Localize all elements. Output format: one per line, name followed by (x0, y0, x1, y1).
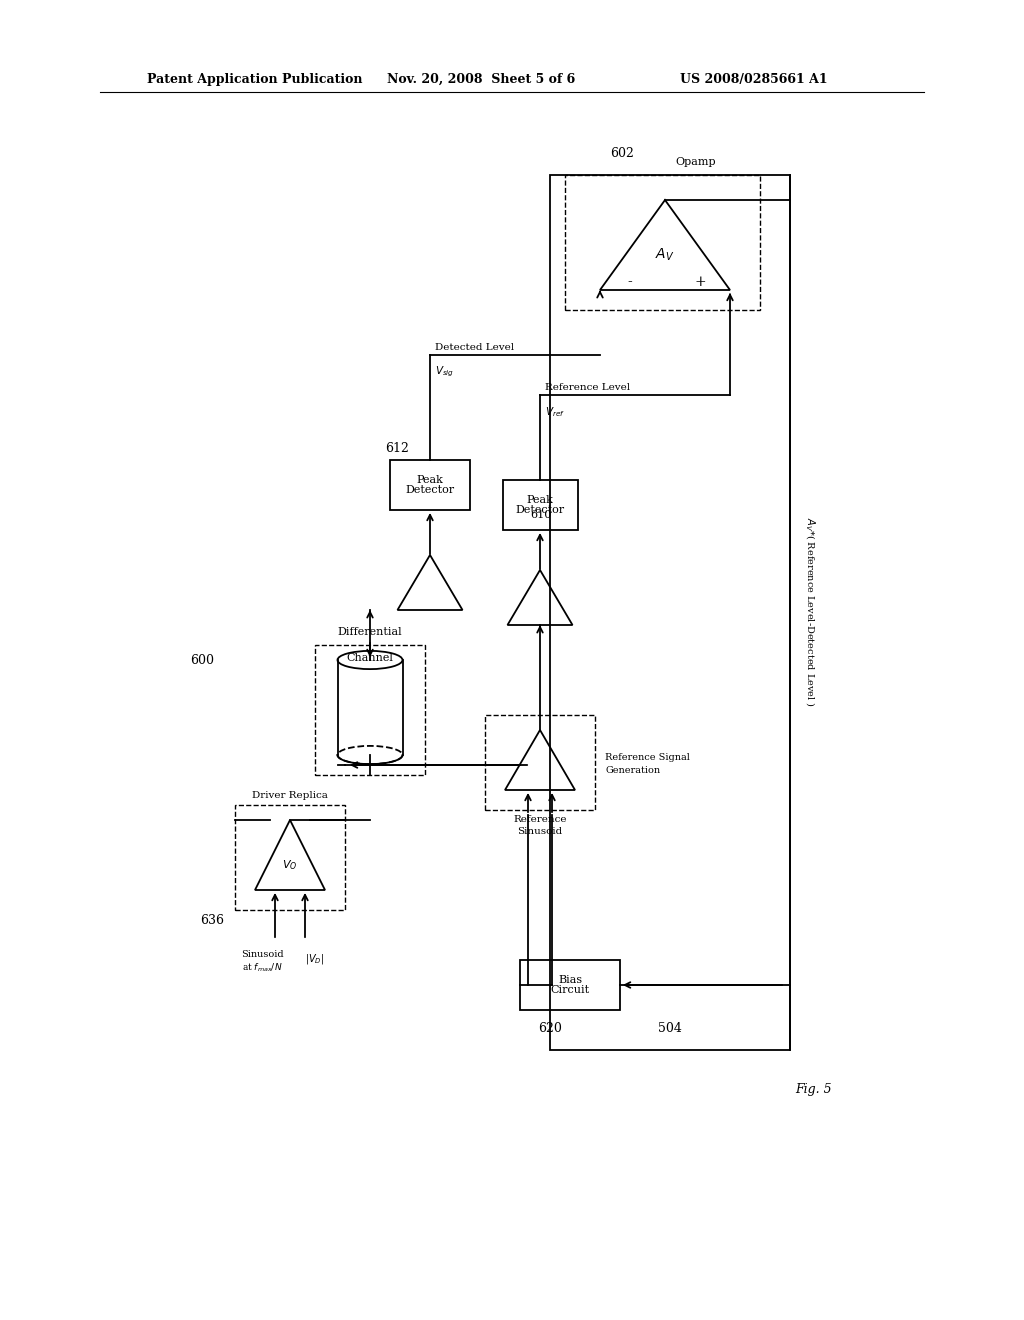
Text: 600: 600 (190, 653, 214, 667)
Text: $V_O$: $V_O$ (283, 858, 298, 873)
Text: 504: 504 (658, 1022, 682, 1035)
Text: $|V_D|$: $|V_D|$ (305, 952, 325, 966)
Text: Peak: Peak (526, 495, 553, 506)
Text: Generation: Generation (605, 766, 660, 775)
Text: 620: 620 (538, 1022, 562, 1035)
Text: 612: 612 (385, 442, 409, 455)
Text: Sinusoid: Sinusoid (241, 950, 284, 960)
Text: Fig. 5: Fig. 5 (795, 1084, 831, 1097)
Text: $V_{ref}$: $V_{ref}$ (545, 405, 565, 418)
Bar (485, 715, 595, 810)
Text: $V_{sig}$: $V_{sig}$ (435, 366, 455, 379)
Text: Patent Application Publication: Patent Application Publication (147, 73, 362, 86)
Bar (315, 645, 425, 775)
Text: Reference: Reference (513, 814, 566, 824)
Text: 610: 610 (530, 510, 551, 520)
Text: +: + (694, 275, 706, 289)
Bar (390, 459, 470, 510)
Text: Detected Level: Detected Level (435, 343, 514, 352)
Text: Circuit: Circuit (551, 985, 590, 995)
Bar (550, 176, 790, 1049)
Text: Reference Signal: Reference Signal (605, 752, 690, 762)
Text: 602: 602 (610, 147, 634, 160)
Text: $A_V$*( Reference Level-Detected Level ): $A_V$*( Reference Level-Detected Level ) (803, 517, 817, 708)
Text: US 2008/0285661 A1: US 2008/0285661 A1 (680, 73, 827, 86)
Text: Opamp: Opamp (675, 157, 716, 168)
Text: Detector: Detector (406, 484, 455, 495)
Text: Detector: Detector (515, 506, 564, 515)
Text: Reference Level: Reference Level (545, 383, 630, 392)
Text: 636: 636 (200, 913, 224, 927)
Bar (520, 960, 620, 1010)
Bar (503, 480, 578, 531)
Text: Nov. 20, 2008  Sheet 5 of 6: Nov. 20, 2008 Sheet 5 of 6 (387, 73, 575, 86)
Bar (565, 176, 760, 310)
Text: Differential: Differential (338, 627, 402, 638)
Text: at $f_{max}/N$: at $f_{max}/N$ (242, 962, 283, 974)
Text: $A_V$: $A_V$ (655, 247, 675, 263)
Text: -: - (628, 275, 633, 289)
Text: Bias: Bias (558, 975, 582, 985)
Text: Sinusoid: Sinusoid (517, 828, 562, 836)
Text: Peak: Peak (417, 475, 443, 484)
Text: Driver Replica: Driver Replica (252, 791, 328, 800)
Bar (234, 805, 345, 909)
Text: Channel: Channel (346, 653, 393, 663)
